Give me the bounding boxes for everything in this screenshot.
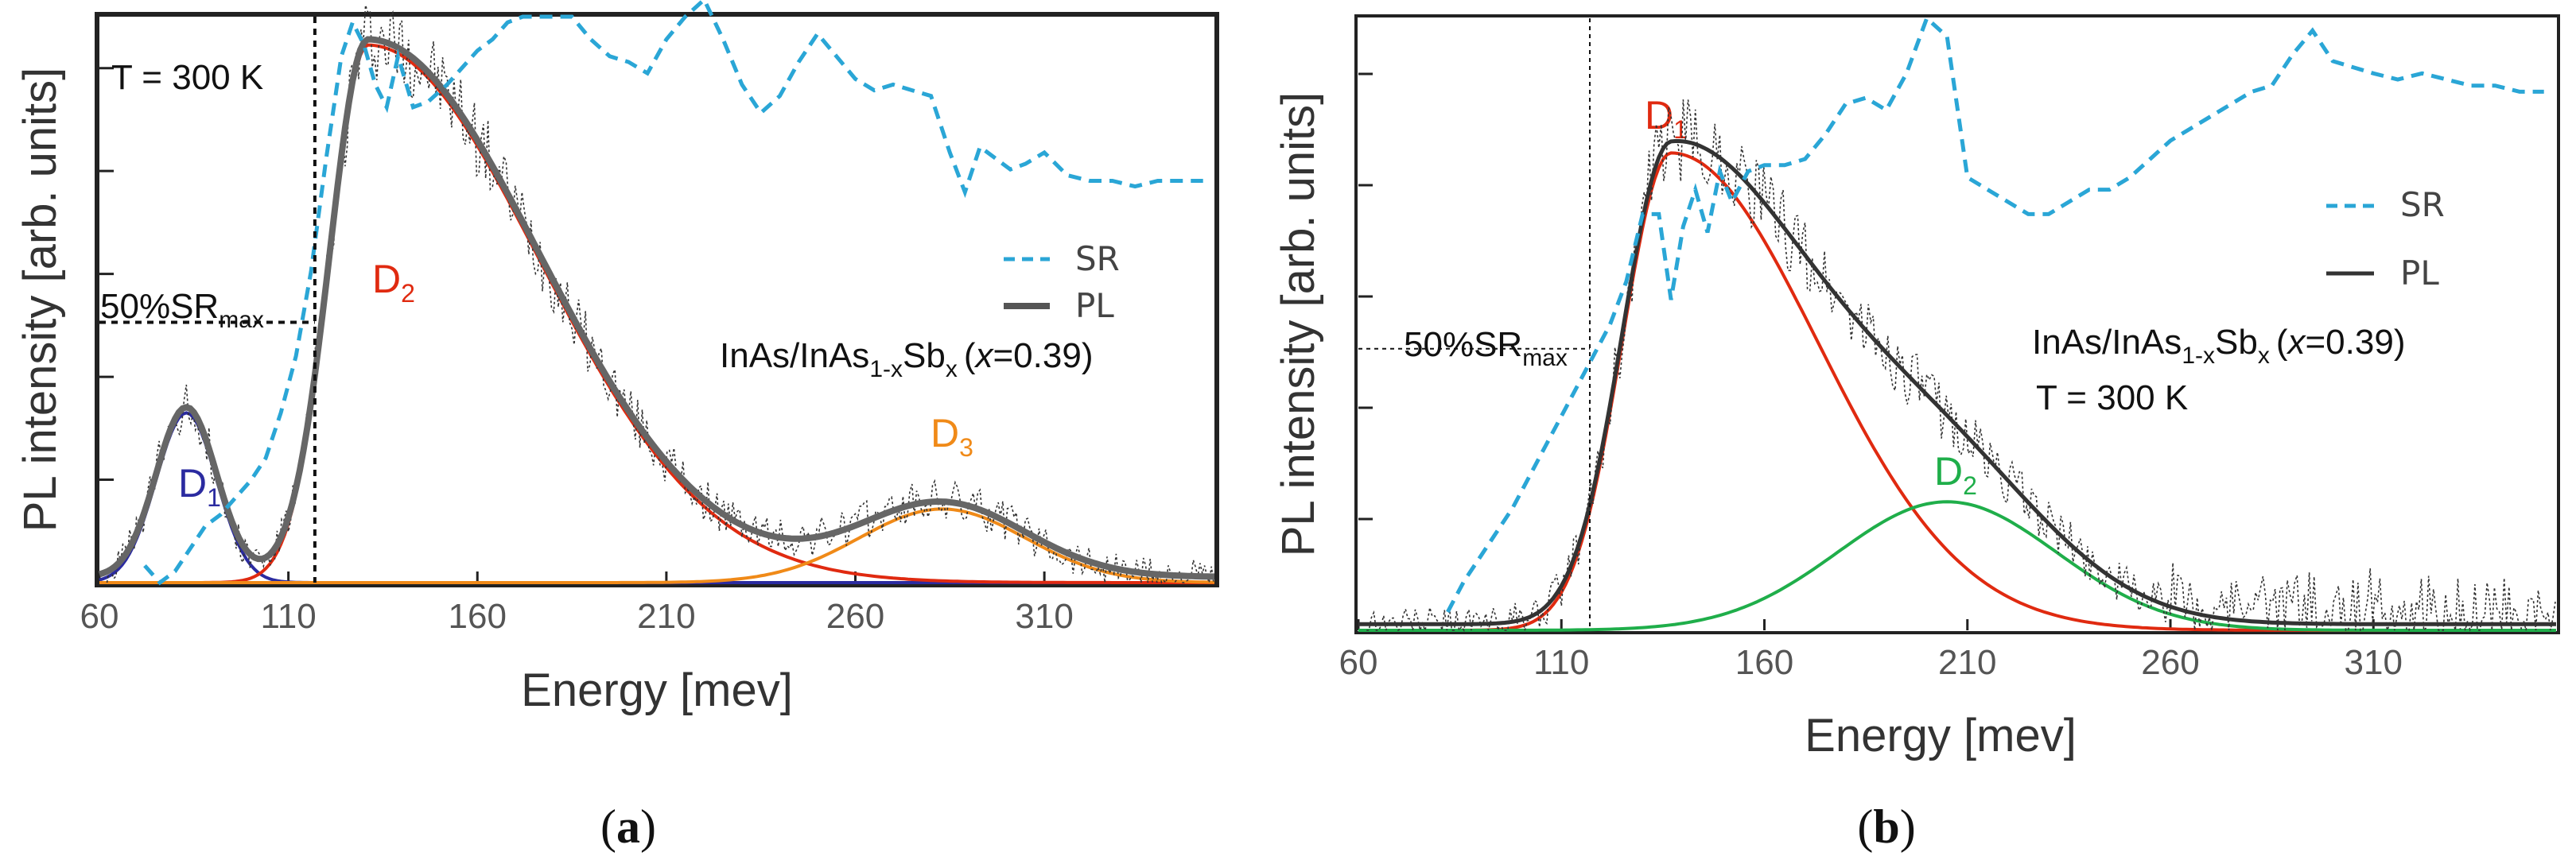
peak-d2-label: D2 [1934,449,1977,500]
sr-curve [1446,14,2544,614]
x-tick-label: 310 [1015,597,1073,636]
peak-d2-label: D2 [372,257,415,308]
panel-b-legend-pl-label: PL [2400,254,2439,293]
peak-d3-label: D3 [931,411,973,462]
x-tick-label: 260 [2141,643,2199,682]
panel-a-legend-pl-label: PL [1075,286,1114,325]
panel-b-x-ticks: 60 110 160 210 260 310 [1339,619,2403,682]
panel-a-sample-label: InAs/InAs1-xSbx (x=0.39) [720,336,1093,382]
sr-curve [143,0,1203,586]
panel-b-caption: (b) [1857,800,1915,853]
pl-raw-data [106,5,1214,584]
panel-a-legend: SR PL [1004,239,1120,325]
peak-d1-label: D1 [178,461,221,512]
peak-d1-curve [1358,151,2556,632]
panel-b-x-axis-label: Energy [mev] [1805,710,2077,761]
panel-b-legend-sr-label: SR [2400,185,2445,224]
panel-a-frame [95,12,1219,587]
x-tick-label: 110 [261,597,317,636]
peak-d3-curve [99,507,1215,584]
x-tick-label: 110 [1533,643,1589,682]
panel-b-legend: SR PL [2326,185,2445,293]
panel-a-threshold-label: 50%SRmax [100,287,264,333]
panel-a-temperature: T = 300 K [111,58,263,97]
panel-b: 60 110 160 210 260 310 D1 D2 Energy [mev] PL i… [1272,14,2560,853]
panel-a-y-ticks [99,67,114,482]
x-tick-label: 160 [449,597,507,636]
panel-a: 60 110 160 210 260 310 D1 D2 D3 Energy [mev] PL… [14,0,1219,853]
x-tick-label: 60 [1339,643,1378,682]
peak-d2-curve [99,43,1214,584]
pl-fit-curve [98,36,1214,580]
pl-fit-curve [1358,139,2556,626]
panel-a-y-axis-label: PL intensity [arb. units] [14,68,66,533]
panel-b-plot-area: D1 D2 [1358,14,2556,633]
panel-b-sample-label: InAs/InAs1-xSbx (x=0.39) [2032,323,2405,369]
x-tick-label: 310 [2345,643,2403,682]
x-tick-label: 210 [637,597,695,636]
panel-a-legend-sr-label: SR [1075,239,1120,278]
panel-a-plot-area: D1 D2 D3 [98,0,1215,586]
panel-b-temperature: T = 300 K [2036,378,2188,417]
peak-d1-label: D1 [1645,93,1688,144]
x-tick-label: 260 [826,597,884,636]
panel-b-y-axis-label: PL intensity [arb. units] [1272,92,1324,557]
x-tick-label: 210 [1938,643,1996,682]
panel-a-x-ticks: 60 110 160 210 260 310 [80,571,1074,636]
panel-b-frame [1354,14,2560,634]
panel-a-x-axis-label: Energy [mev] [521,664,793,716]
x-tick-label: 60 [80,597,119,636]
panel-b-threshold-label: 50%SRmax [1404,325,1568,371]
panel-b-y-ticks [1358,72,1373,521]
panel-a-caption: (a) [600,800,656,853]
x-tick-label: 160 [1735,643,1793,682]
peak-d2-curve [1358,500,2556,632]
